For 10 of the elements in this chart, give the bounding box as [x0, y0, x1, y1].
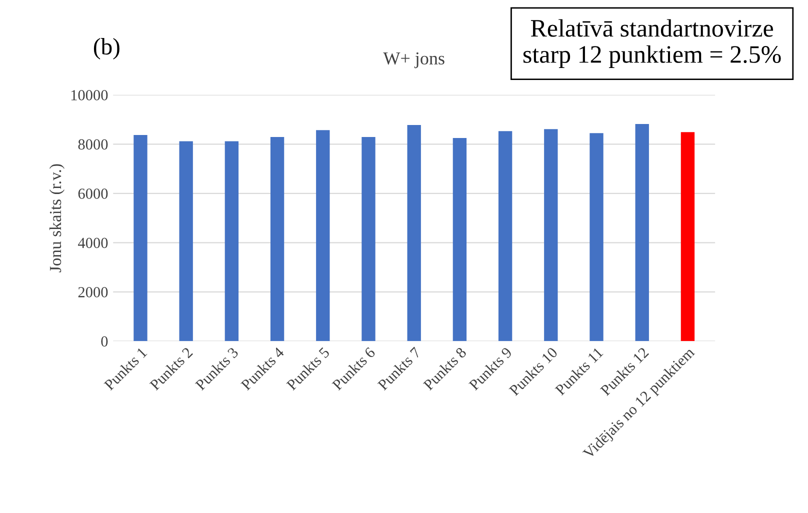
text: Relatīvā standartnovirze starp 12 punktiem = 2.5%: [523, 19, 781, 68]
y-tick-label: 2000: [78, 287, 108, 298]
y-tick-label: 10000: [71, 90, 108, 100]
y-tick-label: 0: [101, 336, 108, 347]
y-tick-label: 8000: [78, 139, 108, 150]
y-axis-title: Jonu skaits (r.v.): [49, 164, 65, 272]
text: (b): [94, 38, 120, 60]
y-tick-label: 6000: [78, 188, 108, 199]
chart-title: W+ jons: [383, 52, 444, 68]
y-tick-label: 4000: [78, 238, 108, 248]
